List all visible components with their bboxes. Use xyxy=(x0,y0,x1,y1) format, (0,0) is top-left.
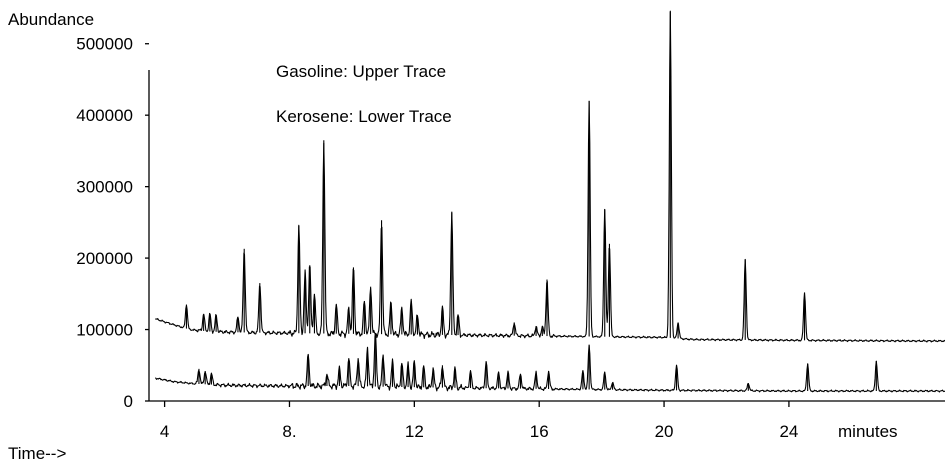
legend-annotation-kerosene: Kerosene: Lower Trace xyxy=(276,107,452,126)
x-tick-label: 4 xyxy=(160,422,169,441)
y-tick-label: 300000 xyxy=(76,178,133,197)
x-tick-label: 20 xyxy=(655,422,674,441)
y-tick-label: 0 xyxy=(124,392,133,411)
x-tick-label: 16 xyxy=(530,422,549,441)
kerosene-series xyxy=(154,332,945,393)
kerosene-trace-line xyxy=(154,332,945,393)
x-tick-label: 24 xyxy=(779,422,798,441)
x-tick-label: 8. xyxy=(282,422,296,441)
x-axis-ticks: 4 8. 12 16 20 24 xyxy=(160,401,798,441)
gasoline-trace-line xyxy=(155,10,945,343)
x-tick-label: 12 xyxy=(405,422,424,441)
gasoline-series xyxy=(155,10,945,343)
x-axis-unit-label: minutes xyxy=(838,422,898,441)
y-tick-label: 200000 xyxy=(76,249,133,268)
y-tick-label: 100000 xyxy=(76,321,133,340)
y-tick-label: 400000 xyxy=(76,106,133,125)
y-tick-label: 500000 xyxy=(76,35,133,54)
series-layer xyxy=(154,10,945,393)
x-axis-time-label: Time--> xyxy=(8,444,66,463)
legend-annotation-gasoline: Gasoline: Upper Trace xyxy=(276,62,446,81)
y-axis-label: Abundance xyxy=(8,10,94,29)
y-axis-ticks: 0 100000 200000 300000 400000 500000 xyxy=(76,35,149,411)
